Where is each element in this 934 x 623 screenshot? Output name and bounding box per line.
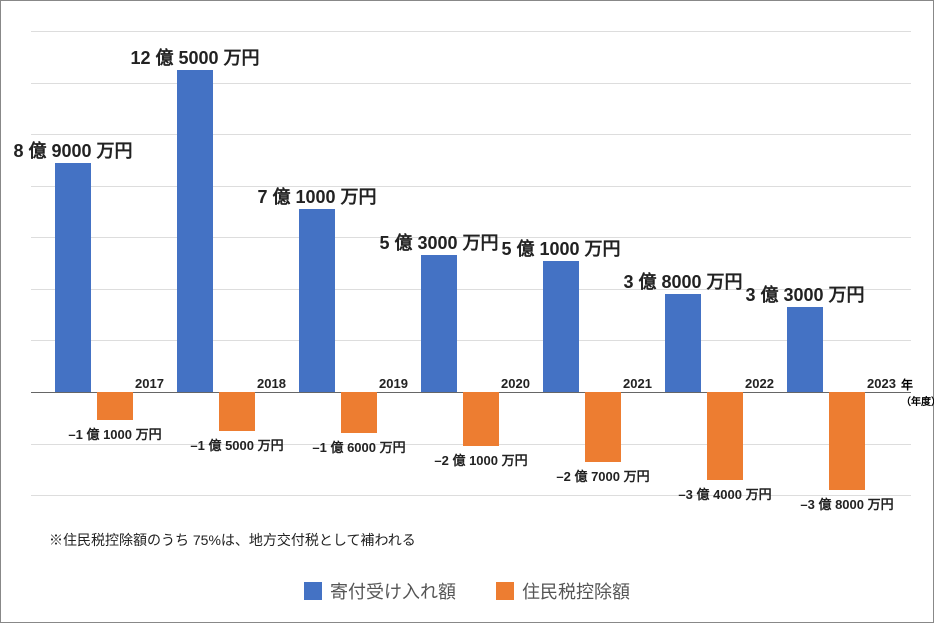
deductions-value-label: –3 億 4000 万円 <box>655 484 795 503</box>
legend-item: 寄付受け入れ額 <box>304 578 456 604</box>
footnote: ※住民税控除額のうち 75%は、地方交付税として補われる <box>49 530 416 550</box>
chart-plot-area: 8 億 9000 万円–1 億 1000 万円201712 億 5000 万円–… <box>31 31 911 521</box>
deductions-value-label: –2 億 7000 万円 <box>533 466 673 485</box>
axis-suffix-line1: 年 <box>901 378 913 392</box>
donations-value-label: 8 億 9000 万円 <box>0 137 153 163</box>
year-label: 2017 <box>135 376 164 391</box>
deductions-bar <box>97 392 133 420</box>
deductions-value-label: –2 億 1000 万円 <box>411 450 551 469</box>
deductions-value-label: –3 億 8000 万円 <box>777 494 917 513</box>
gridline <box>31 31 911 32</box>
donations-bar <box>665 294 701 392</box>
axis-suffix: 年 （年度） <box>901 376 934 408</box>
deductions-bar <box>585 392 621 462</box>
donations-value-label: 7 億 1000 万円 <box>237 183 397 209</box>
deductions-value-label: –1 億 5000 万円 <box>167 435 307 454</box>
year-label: 2020 <box>501 376 530 391</box>
donations-value-label: 12 億 5000 万円 <box>115 44 275 70</box>
deductions-value-label: –1 億 6000 万円 <box>289 437 429 456</box>
axis-suffix-line2: （年度） <box>901 397 934 408</box>
donations-bar <box>787 307 823 392</box>
deductions-bar <box>829 392 865 490</box>
legend: 寄付受け入れ額 住民税控除額 <box>1 578 933 604</box>
gridline <box>31 134 911 135</box>
donations-bar <box>543 261 579 393</box>
donations-bar <box>421 255 457 392</box>
year-label: 2018 <box>257 376 286 391</box>
donations-value-label: 3 億 3000 万円 <box>725 281 885 307</box>
year-label: 2021 <box>623 376 652 391</box>
donations-bar <box>299 209 335 392</box>
gridline <box>31 186 911 187</box>
legend-label: 住民税控除額 <box>522 578 630 604</box>
deductions-value-label: –1 億 1000 万円 <box>45 424 185 443</box>
legend-label: 寄付受け入れ額 <box>330 578 456 604</box>
year-label: 2023 <box>867 376 896 391</box>
legend-swatch <box>304 582 322 600</box>
deductions-bar <box>707 392 743 480</box>
donations-bar <box>177 70 213 392</box>
gridline <box>31 83 911 84</box>
donations-value-label: 5 億 1000 万円 <box>481 235 641 261</box>
year-label: 2022 <box>745 376 774 391</box>
year-label: 2019 <box>379 376 408 391</box>
legend-swatch <box>496 582 514 600</box>
deductions-bar <box>219 392 255 431</box>
gridline <box>31 340 911 341</box>
deductions-bar <box>341 392 377 433</box>
legend-item: 住民税控除額 <box>496 578 630 604</box>
donations-bar <box>55 163 91 393</box>
deductions-bar <box>463 392 499 446</box>
